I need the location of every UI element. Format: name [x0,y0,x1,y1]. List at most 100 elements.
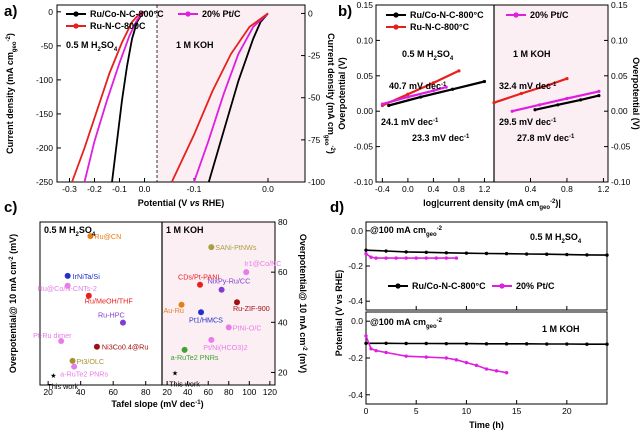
legend-label: 20% Pt/C [530,10,569,20]
plot-frame [375,4,609,183]
condition-acid: 0.5 M H2SO4 [44,225,96,238]
xtick-label-left: -0.1 [112,184,127,194]
ytick-label-left: 0 [48,7,53,17]
stability-point [504,371,509,375]
catalyst-label: Pt/Ni(HCO3)2 [203,343,247,352]
stability-point [585,342,589,346]
catalyst-label: Ru@Co/N-CNTs-2 [38,284,97,293]
stability-point [444,341,449,346]
x-axis-label: Tafel slope (mV dec-1) [111,399,203,409]
tafel-slope-label: 23.3 mV dec-1 [412,133,470,143]
tafel-point [565,77,569,81]
ytick-label-left: -200 [36,143,53,153]
condition-acid: 0.5 M H2SO4 [402,49,454,62]
panel-b: b) 0.15 0.15 0.10 0.10 0.05 0.05 0.00 0.00 -0.05 -… [337,0,641,211]
tafel-point [387,103,391,108]
tafel-point [457,69,461,73]
stability-point [404,354,408,358]
y-axis-label-right: Overpotential (V) [631,57,641,130]
catalyst-label: CDs/Pt-PANI [178,273,219,282]
xtick-label-right: 0.8 [561,184,573,194]
catalyst-point [208,336,215,343]
stability-point [424,355,428,359]
ytick-label-left: -0.10 [354,177,374,187]
catalyst-point [198,309,205,316]
condition-acid: 0.5 M H2SO4 [66,40,118,53]
xtick-label-right: 20 [162,387,172,397]
xtick-label-left: 0.8 [453,184,465,194]
xtick-label-right: 120 [263,387,277,397]
y-axis-label-right: Overpotential@ 10 mA cm-2 (mV) [298,234,308,373]
stability-point [424,256,428,260]
catalyst-label: IrNiTa/Si [73,272,101,281]
tafel-line [388,80,485,107]
stability-point [545,342,549,346]
tafel-point [579,98,583,102]
panel-c: c) 20 40 60 80 20 40 60 80 20 40 60 80 100 120 Ru@CN IrN… [4,199,308,409]
catalyst-label: SANi-PtNWs [215,243,257,252]
tafel-point [380,102,384,106]
stability-point [524,252,529,256]
ytick-label-top: -0.2 [348,261,363,271]
catalyst-point [233,299,240,306]
xtick-label: 0 [364,406,369,416]
catalyst-label: Pt-Ru dimer [33,331,72,340]
tafel-point [406,92,410,96]
legend-label: Ru/Co-N-C-800°C [412,281,486,291]
stability-point [404,341,408,346]
catalyst-label: Ru@CN [94,232,121,241]
ytick-label-right: -50 [308,93,321,103]
tafel-point [431,89,436,93]
tafel-point [597,94,601,98]
stability-point [424,341,428,346]
catalyst-point [181,346,188,353]
catalyst-label: a-RuTe2 PNRs [60,370,108,379]
stability-point [524,342,529,346]
xtick-label-right: 60 [203,387,213,397]
series-line-koh [207,12,269,183]
ytick-label-right: 0.00 [611,106,628,116]
condition-acid: 0.5 M H2SO4 [530,232,582,245]
stability-point [384,256,388,260]
panel-letter-a: a) [4,3,17,20]
series-line-koh [193,12,269,183]
stability-point [444,256,449,260]
series-line-koh [170,12,269,183]
legend-label: Ru/Co-N-C-800°C [90,9,164,19]
ytick-label-left: 0.10 [356,35,373,45]
tafel-slope-label: 40.7 mV dec-1 [389,81,447,91]
ytick-label-right: -0.10 [611,177,631,187]
tafel-point [538,103,542,107]
catalyst-point [58,338,65,345]
legend-label: Ru-N-C-800C [90,21,146,31]
series-line-acid [83,11,145,183]
x-axis-label: log|current density (mA cmgeo-2)| [423,198,561,211]
ytick-label-top: 0.0 [351,226,363,236]
catalyst-label: Ru-HPC [98,311,125,320]
condition-koh: 1 M KOH [166,225,204,235]
tafel-point [533,108,537,112]
ytick-label-left: -250 [36,177,53,187]
xtick-label-right: 0.4 [525,184,537,194]
ytick-label-left: 0.05 [356,71,373,81]
catalyst-label: a-RuTe2 PNRs [171,353,219,362]
stability-point [565,342,569,346]
tafel-point [492,101,496,105]
stability-point [474,363,479,368]
ytick-label-right: 80 [278,217,288,227]
catalyst-label: Pt1/HMCS [189,315,223,324]
catalyst-point [208,244,215,251]
stability-point [404,250,408,254]
panel-letter-d: d) [330,199,344,216]
ytick-label-right: 20 [278,367,288,377]
y-axis-label-left: Overpotential@ 10 mA cm-2 (mV) [8,234,18,373]
tafel-point [597,89,601,93]
tafel-line [511,90,600,113]
stability-point [434,256,438,260]
stability-line [365,253,457,259]
xtick-label-left: 80 [141,387,151,397]
stability-point [394,256,398,260]
stability-point [464,341,469,346]
catalyst-point [64,282,71,289]
ytick-label-right: 0.05 [611,71,628,81]
